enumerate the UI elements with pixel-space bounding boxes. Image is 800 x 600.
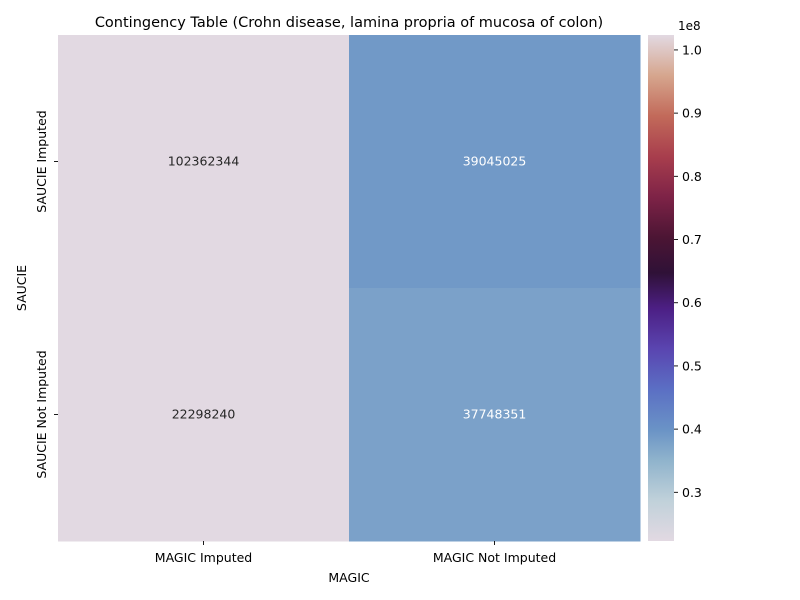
cell-value-label: 39045025 — [463, 154, 527, 169]
chart-title: Contingency Table (Crohn disease, lamina… — [95, 15, 603, 31]
cell-labels: 102362344 39045025 22298240 37748351 — [168, 154, 527, 422]
y-axis: SAUCIE Imputed SAUCIE Not Imputed — [34, 110, 58, 479]
x-tick-label: MAGIC Not Imputed — [433, 550, 556, 565]
colorbar-gradient — [648, 35, 674, 541]
heatmap-cell — [58, 35, 350, 289]
y-tick-label: SAUCIE Not Imputed — [34, 350, 49, 478]
colorbar-tick-label: 0.9 — [682, 106, 702, 121]
y-axis-label: SAUCIE — [14, 265, 29, 311]
heatmap-cells — [58, 35, 641, 542]
colorbar-tick-label: 0.6 — [682, 295, 702, 310]
x-tick-label: MAGIC Imputed — [155, 550, 252, 565]
colorbar-tick-label: 0.5 — [682, 358, 702, 373]
cell-value-label: 102362344 — [168, 154, 240, 169]
y-tick-label: SAUCIE Imputed — [34, 110, 49, 212]
colorbar-multiplier: 1e8 — [678, 19, 701, 33]
colorbar-tick-label: 0.3 — [682, 485, 702, 500]
x-axis-label: MAGIC — [328, 570, 369, 585]
colorbar-tick-label: 0.7 — [682, 232, 702, 247]
colorbar-tick-label: 0.4 — [682, 422, 702, 437]
heatmap-cell — [349, 288, 641, 542]
cell-value-label: 37748351 — [463, 407, 527, 422]
x-axis: MAGIC Imputed MAGIC Not Imputed — [155, 541, 556, 565]
colorbar-tick-label: 1.0 — [682, 42, 702, 57]
colorbar-ticks: 0.3 0.4 0.5 0.6 0.7 0.8 0.9 1.0 — [674, 42, 702, 500]
colorbar: 0.3 0.4 0.5 0.6 0.7 0.8 0.9 1.0 1e8 — [648, 19, 702, 541]
cell-value-label: 22298240 — [172, 407, 236, 422]
heatmap-cell — [58, 288, 350, 542]
colorbar-tick-label: 0.8 — [682, 169, 702, 184]
heatmap-cell — [349, 35, 641, 289]
